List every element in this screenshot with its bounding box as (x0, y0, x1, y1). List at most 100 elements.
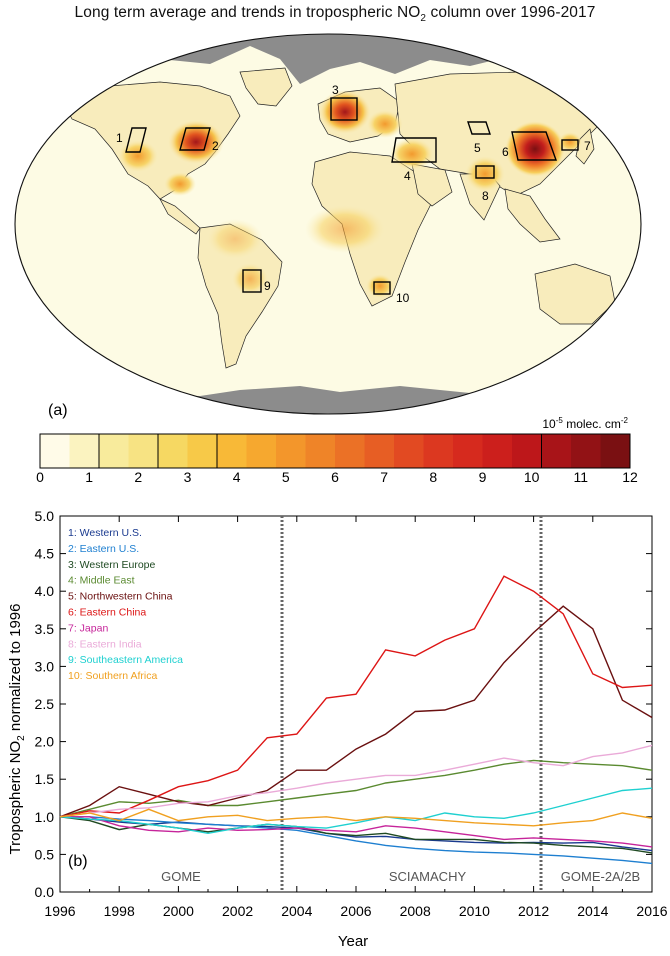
southeast-asia (504, 188, 561, 243)
legend-entry: 7: Japan (68, 622, 108, 634)
x-tick-label: 2014 (577, 903, 608, 919)
x-tick-label: 2002 (222, 903, 253, 919)
y-tick-label: 3.0 (35, 658, 55, 674)
colorbar-swatch (187, 434, 218, 468)
instrument-label: GOME-2A/2B (561, 869, 640, 884)
region-label-2: 2 (212, 139, 219, 153)
legend-entry: 4: Middle East (68, 575, 135, 587)
x-tick-label: 2008 (400, 903, 431, 919)
colorbar-swatch (482, 434, 513, 468)
instrument-labels: GOME SCIAMACHY GOME-2A/2B (161, 869, 640, 884)
colorbar-swatch (128, 434, 159, 468)
x-tick-label: 1996 (44, 903, 75, 919)
central-america (159, 198, 201, 235)
colorbar-tick-label: 3 (184, 469, 192, 484)
south-america (197, 223, 283, 369)
colorbar-swatch (600, 434, 631, 468)
title-tail: column over 1996-2017 (426, 4, 596, 21)
colorbar-swatch (364, 434, 395, 468)
colorbar-tick-label: 5 (282, 469, 290, 484)
region-box-8 (475, 165, 495, 179)
region-box-2 (179, 127, 211, 151)
chart-panel-label: (b) (68, 853, 88, 870)
region-label-8: 8 (482, 189, 489, 203)
colorbar-swatches (39, 433, 631, 469)
y-tick-label: 1.5 (35, 771, 55, 787)
x-tick-label: 2004 (281, 903, 312, 919)
y-tick-label: 4.5 (35, 546, 55, 562)
colorbar-tick-label: 6 (331, 469, 339, 484)
trend-chart: 0.0 0.5 1.0 1.5 2.0 2.5 3.0 3.5 4.0 4.5 5.0 1996 199… (7, 508, 668, 950)
chart-axes: 0.0 0.5 1.0 1.5 2.0 2.5 3.0 3.5 4.0 4.5 5.0 1996 199… (35, 508, 668, 919)
x-axis-label: Year (338, 933, 368, 950)
colorbar-swatch (69, 434, 100, 468)
region-boxes (125, 97, 579, 295)
colorbar-swatch (158, 434, 188, 468)
region-label-9: 9 (264, 279, 271, 293)
region-box-4 (391, 137, 437, 163)
colorbar-swatch (423, 434, 454, 468)
region-box-5 (467, 121, 491, 135)
legend-entry: 3: Western Europe (68, 559, 156, 571)
colorbar-tick-label: 12 (622, 469, 638, 484)
colorbar-unit: 10-5 molec. cm-2 (542, 416, 628, 431)
colorbar-swatch (246, 434, 277, 468)
y-tick-label: 3.5 (35, 621, 55, 637)
x-tick-label: 2000 (163, 903, 194, 919)
region-label-3: 3 (332, 83, 339, 97)
colorbar-swatch (571, 434, 601, 468)
y-tick-label: 2.0 (35, 734, 55, 750)
region-box-7 (561, 139, 579, 151)
y-tick-label: 0.5 (35, 846, 55, 862)
globe-outline (14, 33, 642, 415)
map-panel: 1 2 3 4 5 6 7 8 9 10 (a) (14, 33, 642, 419)
series-line (59, 744, 653, 818)
map-panel-label: (a) (48, 402, 68, 419)
colorbar-tick-label: 7 (380, 469, 388, 484)
title-subscript: 2 (420, 13, 427, 25)
y-tick-label: 0.0 (35, 884, 55, 900)
legend-entry: 9: Southeastern America (68, 654, 183, 666)
chart-series (59, 575, 653, 865)
colorbar-tick-label: 11 (574, 469, 589, 484)
legend-entry: 8: Eastern India (68, 638, 142, 650)
arabia (411, 163, 453, 207)
y-tick-label: 4.0 (35, 583, 55, 599)
instrument-label: SCIAMACHY (389, 869, 467, 884)
colorbar-tick-label: 9 (479, 469, 487, 484)
y-axis-label: Tropospheric NO2 normalized to 1996 (7, 604, 27, 855)
y-tick-label: 1.0 (35, 809, 55, 825)
region-box-6 (511, 131, 557, 161)
colorbar-tick-label: 8 (429, 469, 437, 484)
series-line (59, 605, 653, 818)
y-axis-label-pre: Tropospheric NO (7, 741, 24, 855)
colorbar-swatch (335, 434, 365, 468)
region-box-3 (330, 97, 358, 121)
region-label-7: 7 (584, 139, 591, 153)
region-label-10: 10 (396, 291, 410, 305)
x-tick-label: 1998 (104, 903, 135, 919)
colorbar-swatch (453, 434, 483, 468)
colorbar-swatch (99, 434, 129, 468)
legend-entry: 1: Western U.S. (68, 527, 142, 539)
legend-entry: 10: Southern Africa (68, 670, 157, 682)
x-tick-label: 2012 (518, 903, 549, 919)
colorbar-frame (39, 433, 631, 469)
colorbar-swatch (217, 434, 247, 468)
figure-title: Long term average and trends in troposph… (0, 4, 670, 24)
colorbar-swatch (394, 434, 424, 468)
region-label-1: 1 (116, 131, 123, 145)
colorbar-swatch (512, 434, 542, 468)
colorbar-tick-label: 2 (134, 469, 142, 484)
instrument-label: GOME (161, 869, 201, 884)
y-tick-label: 2.5 (35, 696, 55, 712)
colorbar-swatch (276, 434, 306, 468)
title-main: Long term average and trends in troposph… (74, 4, 421, 21)
x-tick-label: 2016 (636, 903, 667, 919)
colorbar-swatch (541, 434, 572, 468)
y-axis-label-sub: 2 (16, 735, 27, 741)
region-box-9 (242, 269, 262, 293)
x-tick-label: 2010 (459, 903, 490, 919)
australia (534, 263, 616, 325)
